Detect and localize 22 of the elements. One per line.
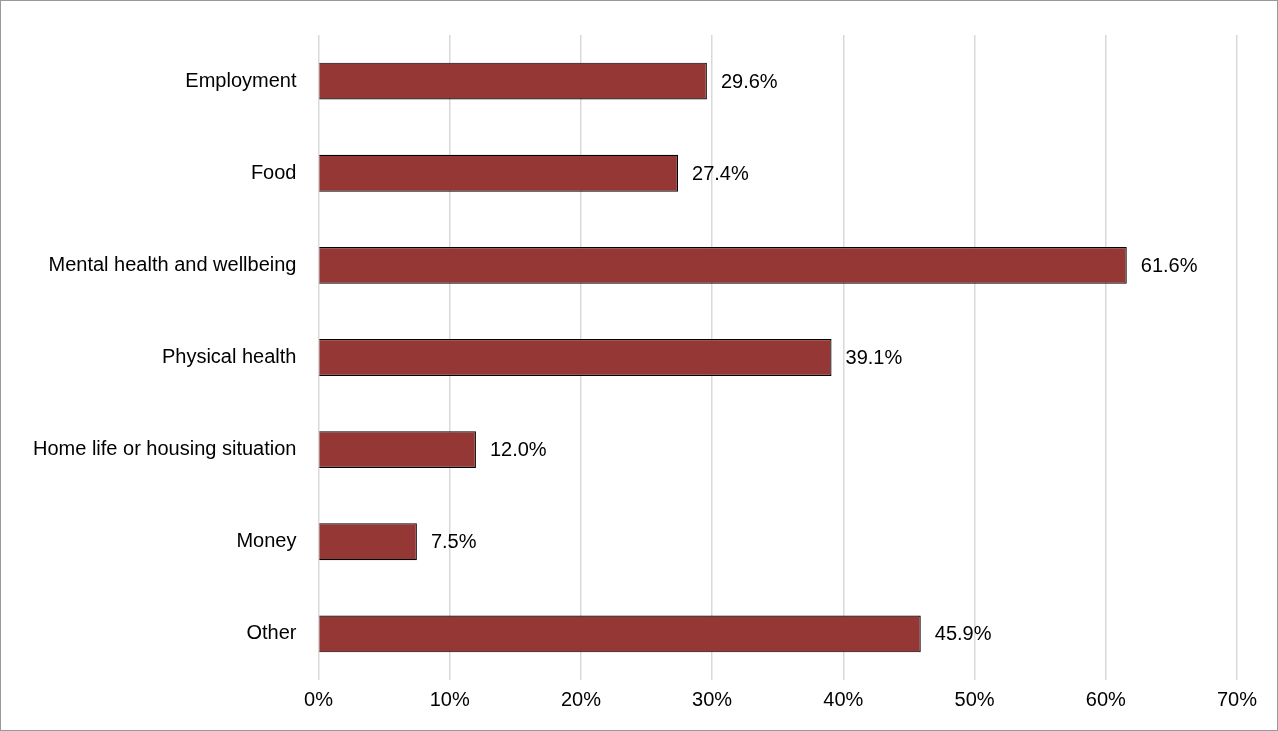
- y-tick-label: Food: [250, 160, 297, 183]
- data-label: 39.1%: [845, 346, 903, 369]
- data-label: 27.4%: [692, 161, 749, 184]
- x-tick-label: 30%: [692, 687, 733, 710]
- data-label: 61.6%: [1140, 253, 1198, 276]
- data-label: 12.0%: [489, 438, 547, 461]
- x-tick-label: 40%: [823, 687, 864, 710]
- x-tick-label: 50%: [954, 687, 995, 710]
- y-tick-label: Mental health and wellbeing: [48, 252, 297, 275]
- y-tick-label: Employment: [185, 68, 297, 91]
- data-label: 45.9%: [934, 622, 992, 645]
- y-tick-label: Home life or housing situation: [32, 437, 297, 460]
- x-tick-label: 60%: [1085, 687, 1127, 710]
- y-tick-label: Other: [246, 621, 297, 644]
- x-tick-label: 70%: [1216, 687, 1258, 710]
- y-tick-label: Physical health: [161, 345, 297, 368]
- x-tick-label: 20%: [560, 687, 602, 710]
- x-tick-label: 10%: [429, 687, 470, 710]
- data-label: 29.6%: [720, 69, 778, 92]
- x-tick-label: 0%: [304, 687, 334, 710]
- y-tick-label: Money: [236, 529, 297, 552]
- data-label: 7.5%: [430, 530, 477, 553]
